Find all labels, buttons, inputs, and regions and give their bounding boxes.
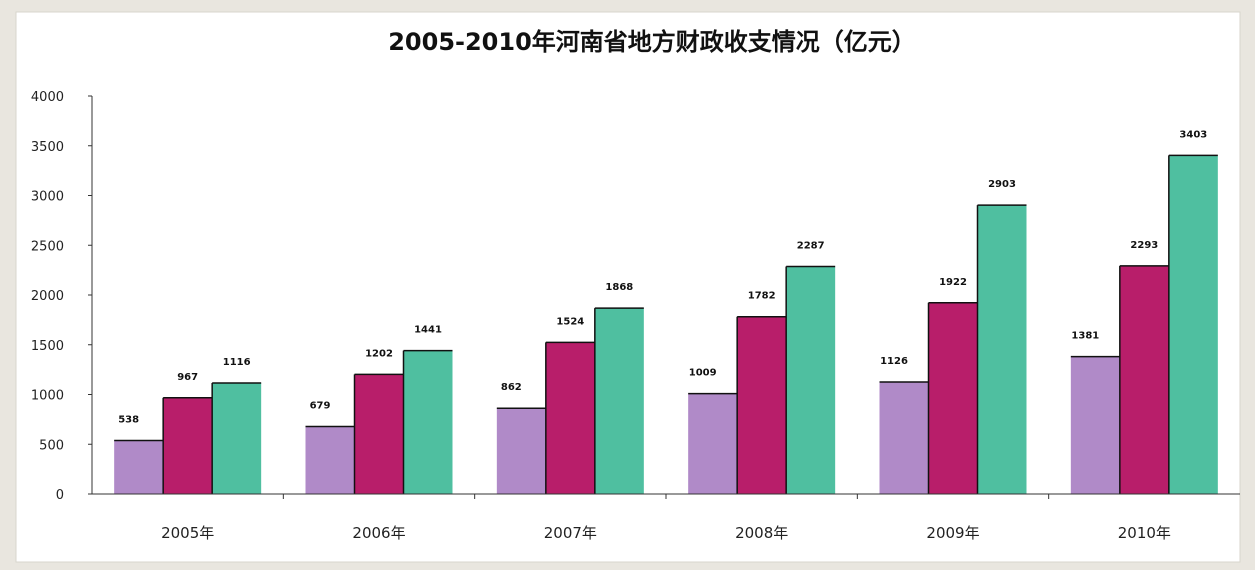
bar [354, 374, 404, 494]
y-tick-label: 2000 [31, 289, 64, 304]
chart-title: 2005-2010年河南省地方财政收支情况（亿元） [388, 28, 916, 56]
bar [928, 302, 978, 494]
bar [305, 426, 355, 494]
data-label: 1126 [880, 356, 908, 367]
bar [403, 350, 453, 494]
bar [1119, 265, 1169, 494]
x-tick-label: 2007年 [544, 524, 597, 542]
y-tick-label: 2500 [31, 239, 64, 254]
x-tick-layer: 2005年 2006年 2007年 2008年 2009年 2010年 [161, 494, 1171, 542]
data-label: 1868 [605, 282, 633, 293]
data-label: 967 [177, 372, 198, 383]
bar [114, 440, 164, 494]
data-label: 2903 [988, 179, 1016, 190]
data-label: 2293 [1130, 240, 1158, 251]
data-label-layer: 538 967 1116 679 1202 1441 862 1524 1868 1009 1782… [118, 129, 1207, 425]
y-tick-label: 3500 [31, 140, 64, 155]
bar [1070, 356, 1120, 494]
data-label: 1922 [939, 277, 967, 288]
data-label: 2287 [797, 240, 825, 251]
data-label: 862 [501, 382, 522, 393]
data-label: 1782 [748, 291, 776, 302]
bar [1168, 155, 1218, 495]
data-label: 3403 [1179, 129, 1207, 140]
data-label: 1202 [365, 348, 393, 359]
bar [879, 381, 929, 494]
y-tick-layer: 0 500 1000 1500 2000 2500 3000 3500 4000 [31, 90, 92, 503]
y-tick-label: 0 [56, 488, 64, 503]
bar [737, 316, 787, 494]
bar [212, 382, 262, 494]
y-tick-label: 500 [39, 438, 64, 453]
y-tick-label: 1500 [31, 339, 64, 354]
bar [594, 308, 644, 494]
data-label: 1441 [414, 325, 442, 336]
data-label: 538 [118, 414, 139, 425]
bar [688, 393, 738, 494]
y-tick-label: 1000 [31, 389, 64, 404]
data-label: 679 [310, 400, 331, 411]
x-tick-label: 2010年 [1118, 524, 1171, 542]
bar [786, 266, 836, 494]
bar [545, 342, 595, 494]
data-label: 1381 [1071, 331, 1099, 342]
data-label: 1009 [689, 368, 717, 379]
bar [977, 205, 1027, 495]
bar [163, 397, 213, 494]
bar [496, 408, 546, 494]
x-tick-label: 2008年 [735, 524, 788, 542]
data-label: 1524 [556, 316, 584, 327]
data-label: 1116 [223, 357, 251, 368]
x-tick-label: 2006年 [352, 524, 405, 542]
bars-layer [114, 154, 1218, 495]
y-tick-label: 3000 [31, 190, 64, 205]
x-tick-label: 2009年 [926, 524, 979, 542]
x-tick-label: 2005年 [161, 524, 214, 542]
y-tick-label: 4000 [31, 90, 64, 105]
